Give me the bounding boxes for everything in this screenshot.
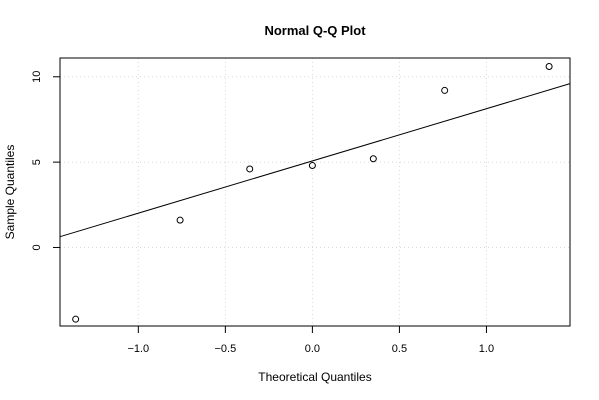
x-tick-label-4: 1.0	[479, 343, 494, 355]
data-points	[72, 63, 553, 323]
data-point-2	[246, 165, 254, 173]
x-tick-label-1: −0.5	[214, 343, 236, 355]
y-tick-label-1: 5	[31, 159, 43, 165]
grid-lines	[60, 58, 570, 326]
data-point-5	[441, 86, 449, 94]
y-tick-label-0: 0	[31, 244, 43, 250]
y-axis: 0 5 10	[31, 71, 60, 251]
chart-title: Normal Q-Q Plot	[264, 23, 366, 38]
reference-line-layer	[59, 83, 571, 238]
x-axis-label: Theoretical Quantiles	[258, 370, 371, 384]
x-tick-label-3: 0.5	[392, 343, 407, 355]
x-tick-label-2: 0.0	[305, 343, 320, 355]
plot-frame	[59, 57, 571, 327]
y-axis-label: Sample Quantiles	[3, 145, 17, 240]
y-tick-label-2: 10	[31, 71, 43, 83]
qq-reference-line	[59, 83, 571, 238]
x-tick-label-0: −1.0	[127, 343, 149, 355]
data-point-6	[545, 63, 553, 71]
x-axis: −1.0 −0.5 0.0 0.5 1.0	[127, 326, 494, 355]
data-point-4	[369, 155, 377, 163]
data-point-0	[72, 315, 80, 323]
data-point-1	[176, 216, 184, 224]
data-point-3	[308, 162, 316, 170]
